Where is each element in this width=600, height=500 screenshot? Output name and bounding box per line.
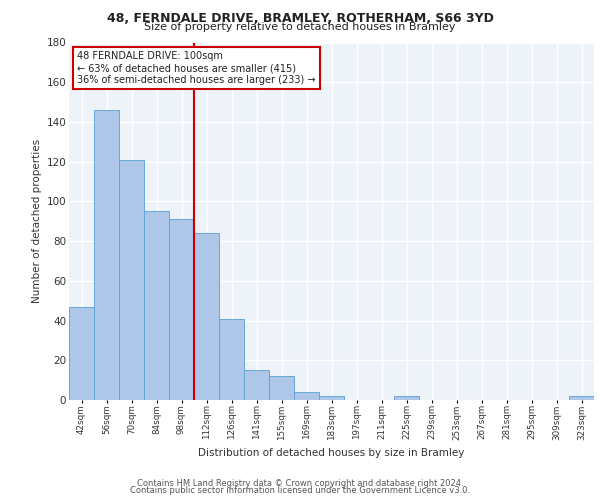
Bar [70,306,94,400]
Bar [394,396,419,400]
Bar [569,396,593,400]
X-axis label: Distribution of detached houses by size in Bramley: Distribution of detached houses by size … [199,448,464,458]
Text: Contains public sector information licensed under the Government Licence v3.0.: Contains public sector information licen… [130,486,470,495]
Bar [220,318,244,400]
Y-axis label: Number of detached properties: Number of detached properties [32,139,43,304]
Bar [295,392,319,400]
Bar [169,220,194,400]
Bar [145,212,169,400]
Bar [319,396,344,400]
Text: Size of property relative to detached houses in Bramley: Size of property relative to detached ho… [144,22,456,32]
Bar [269,376,293,400]
Text: 48, FERNDALE DRIVE, BRAMLEY, ROTHERHAM, S66 3YD: 48, FERNDALE DRIVE, BRAMLEY, ROTHERHAM, … [107,12,493,26]
Text: Contains HM Land Registry data © Crown copyright and database right 2024.: Contains HM Land Registry data © Crown c… [137,478,463,488]
Bar [244,370,269,400]
Bar [94,110,119,400]
Bar [119,160,143,400]
Text: 48 FERNDALE DRIVE: 100sqm
← 63% of detached houses are smaller (415)
36% of semi: 48 FERNDALE DRIVE: 100sqm ← 63% of detac… [77,52,316,84]
Bar [194,233,218,400]
